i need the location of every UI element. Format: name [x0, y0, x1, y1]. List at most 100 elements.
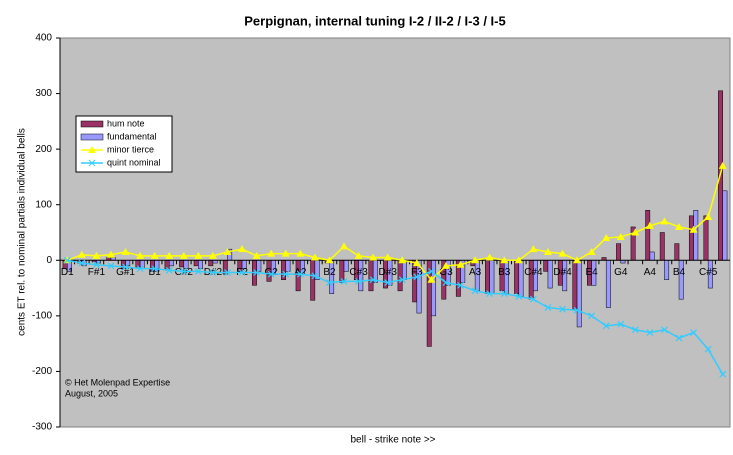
- bar: [514, 260, 520, 294]
- x-tick-label: G3: [439, 267, 453, 278]
- bar: [343, 260, 349, 272]
- line-marker: [413, 273, 421, 281]
- bar: [368, 260, 374, 292]
- x-tick-label: D1: [61, 267, 74, 278]
- bar: [485, 260, 490, 294]
- legend-label: hum note: [107, 118, 145, 128]
- line-marker: [136, 251, 145, 259]
- line-marker: [587, 247, 596, 255]
- line-marker: [194, 267, 202, 275]
- line-marker: [92, 261, 100, 269]
- line-marker: [718, 161, 727, 169]
- line-marker: [529, 245, 538, 253]
- x-tick-label: D#3: [379, 267, 398, 278]
- legend-swatch: [80, 133, 104, 141]
- line-marker: [645, 221, 654, 229]
- line-marker: [209, 269, 217, 276]
- bar: [703, 215, 709, 261]
- x-tick-label: F#1: [88, 267, 106, 278]
- line-marker: [296, 249, 305, 257]
- line-marker: [354, 251, 363, 259]
- bar: [572, 260, 578, 311]
- line-marker: [602, 322, 610, 330]
- line-marker: [675, 222, 684, 230]
- line-marker: [704, 212, 713, 220]
- line-marker: [311, 272, 319, 280]
- line-marker: [106, 250, 115, 258]
- line-marker: [281, 249, 290, 257]
- y-tick-label: -200: [32, 366, 52, 377]
- line-marker: [427, 275, 436, 283]
- bar: [688, 215, 694, 261]
- bar: [616, 243, 622, 261]
- line-marker: [486, 290, 494, 298]
- line-marker: [485, 253, 494, 261]
- y-tick-label: -300: [32, 422, 52, 433]
- legend-marker: [88, 159, 96, 167]
- line-marker: [427, 267, 435, 275]
- line-marker: [573, 306, 581, 314]
- bar: [285, 260, 291, 272]
- line-marker: [631, 228, 640, 236]
- line-marker: [369, 253, 378, 261]
- line-marker: [661, 326, 668, 334]
- line-series: [67, 259, 724, 375]
- line-marker: [500, 256, 509, 264]
- line-marker: [398, 256, 407, 264]
- line-marker: [457, 281, 464, 289]
- line-marker: [150, 251, 159, 259]
- y-tick-label: 0: [46, 255, 52, 266]
- bar: [674, 243, 680, 261]
- x-tick-label: B1: [149, 267, 162, 278]
- x-tick-label: C#4: [524, 267, 543, 278]
- line-marker: [78, 259, 86, 267]
- line-marker: [267, 249, 276, 257]
- line-marker: [384, 279, 392, 286]
- x-tick-label: A2: [294, 267, 307, 278]
- bar: [543, 260, 549, 272]
- y-tick-label: 200: [35, 144, 52, 155]
- line-marker: [412, 259, 421, 267]
- line-marker: [136, 265, 144, 273]
- x-axis-label: bell - strike note >>: [350, 435, 435, 446]
- bar: [168, 260, 174, 267]
- line-marker: [441, 261, 450, 269]
- line-marker: [573, 256, 582, 264]
- line-marker: [296, 270, 304, 278]
- line-marker: [602, 234, 611, 242]
- x-tick-label: C#5: [699, 267, 718, 278]
- bar: [489, 260, 495, 294]
- y-tick-label: 100: [35, 199, 52, 210]
- x-tick-label: C#3: [349, 267, 368, 278]
- legend-label: quint nominal: [107, 157, 161, 167]
- plot-area: [59, 37, 731, 428]
- line-marker: [529, 295, 537, 303]
- line-marker: [282, 270, 290, 278]
- line-marker: [383, 253, 392, 261]
- line-marker: [77, 250, 86, 258]
- line-marker: [398, 276, 406, 284]
- bar: [659, 232, 665, 261]
- bar: [193, 260, 199, 267]
- line-marker: [223, 247, 232, 255]
- y-tick-label: 400: [35, 33, 52, 44]
- bar: [722, 190, 728, 261]
- y-axis-label: cents ET rel. to nominal partials indivi…: [17, 128, 28, 336]
- legend-label: fundamental: [107, 131, 157, 141]
- line-marker: [631, 326, 639, 334]
- legend-marker: [88, 146, 96, 153]
- line-marker: [500, 290, 508, 298]
- annotation: August, 2005: [65, 388, 118, 398]
- line-marker: [675, 334, 683, 342]
- y-tick-label: 300: [35, 88, 52, 99]
- bar: [605, 260, 611, 308]
- y-tick-label: -100: [32, 310, 52, 321]
- line-marker: [310, 253, 319, 261]
- line-marker: [660, 217, 669, 225]
- line-marker: [617, 320, 625, 328]
- line-marker: [194, 251, 203, 259]
- line-marker: [107, 262, 115, 270]
- line-marker: [588, 312, 596, 320]
- line-marker: [208, 251, 217, 259]
- line-marker: [325, 256, 334, 264]
